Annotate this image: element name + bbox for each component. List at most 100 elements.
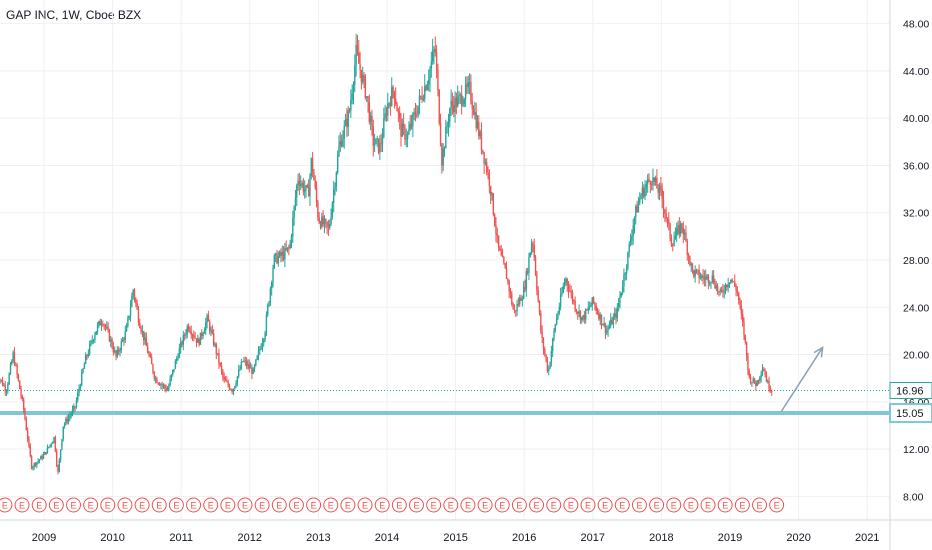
- earnings-e-icon: [237, 497, 253, 513]
- candle-body: [187, 326, 190, 330]
- candle-body: [406, 133, 409, 139]
- candle-body: [36, 462, 38, 466]
- candle-body: [545, 354, 547, 361]
- candle-body: [554, 324, 557, 331]
- candle-body: [206, 315, 208, 323]
- candle-body: [505, 268, 508, 280]
- candle-body: [71, 409, 74, 414]
- candle-body: [740, 305, 743, 315]
- candle-body: [759, 377, 761, 381]
- candle-body: [761, 369, 764, 375]
- candle-body: [340, 141, 343, 147]
- candle-body: [627, 251, 629, 268]
- candle-body: [284, 248, 286, 260]
- earnings-e-icon: [117, 497, 133, 513]
- arrow-up-right-icon[interactable]: [780, 347, 824, 412]
- candle-body: [314, 180, 316, 188]
- candle-body: [133, 289, 136, 299]
- candle-body: [96, 325, 99, 332]
- candle-body: [624, 273, 626, 275]
- candle-body: [493, 214, 496, 226]
- candle-body: [499, 247, 501, 251]
- earnings-e-label: E: [242, 501, 248, 511]
- candle-body: [5, 391, 8, 393]
- candle-body: [646, 179, 649, 185]
- candle-body: [677, 225, 679, 229]
- candle-body: [384, 113, 386, 119]
- candle-body: [517, 304, 520, 305]
- candle-body: [584, 309, 587, 320]
- candle-body: [107, 327, 109, 331]
- candle-body: [492, 193, 495, 215]
- candle-body: [765, 374, 768, 382]
- earnings-e-label: E: [774, 501, 780, 511]
- candle-body: [496, 233, 498, 236]
- candle-body: [526, 271, 529, 274]
- candle-body: [561, 292, 563, 295]
- candle-body: [166, 390, 169, 392]
- candle-body: [478, 121, 480, 137]
- earnings-e-label: E: [191, 501, 197, 511]
- candle-body: [570, 291, 572, 293]
- candle-body: [315, 187, 318, 203]
- earnings-e-icon: [134, 497, 150, 513]
- earnings-e-label: E: [431, 501, 437, 511]
- candle-body: [245, 360, 248, 366]
- candle-body: [558, 306, 560, 313]
- candle-body: [214, 344, 216, 346]
- candle-body: [676, 228, 678, 236]
- candle-body: [362, 74, 364, 83]
- candle-body: [12, 352, 14, 361]
- candle-body: [156, 378, 158, 383]
- candle-body: [574, 300, 576, 310]
- earnings-e-label: E: [756, 501, 762, 511]
- candle-body: [347, 110, 349, 128]
- candle-body: [693, 270, 695, 277]
- candle-body: [689, 256, 691, 265]
- candle-body: [413, 112, 415, 115]
- candle-body: [484, 162, 487, 164]
- price-axis[interactable]: 8.0012.0016.0020.0024.0028.0032.0036.004…: [889, 0, 932, 550]
- candle-body: [67, 417, 70, 422]
- candle-body: [447, 122, 450, 126]
- candle-body: [45, 452, 47, 454]
- candle-body: [21, 396, 24, 400]
- candle-body: [296, 185, 298, 198]
- candle-body: [489, 186, 492, 196]
- support-price-value: 15.05: [896, 408, 924, 420]
- candle-body: [343, 125, 345, 138]
- candle-body: [738, 292, 740, 301]
- candle-body: [641, 187, 644, 196]
- candle-body: [301, 182, 303, 184]
- candle-body: [34, 463, 37, 466]
- candle-body: [687, 254, 690, 257]
- candle-body: [460, 94, 463, 106]
- candle-body: [144, 337, 146, 341]
- time-axis[interactable]: 2009 2010 2011 2012 2013 2014 2015 2016 2017 2018…: [0, 519, 932, 544]
- trend-arrow-annotation[interactable]: [780, 346, 824, 412]
- earnings-e-icon: [443, 497, 459, 513]
- candle-body: [592, 297, 595, 303]
- candle-body: [49, 444, 51, 447]
- earnings-e-icon: [614, 497, 630, 513]
- candle-body: [620, 292, 622, 297]
- candle-body: [475, 112, 477, 129]
- candle-body: [381, 137, 384, 144]
- support-line[interactable]: [0, 389, 890, 416]
- candle-body: [480, 131, 483, 150]
- earnings-e-label: E: [739, 501, 745, 511]
- candle-body: [260, 347, 262, 350]
- candle-body: [88, 344, 91, 354]
- candle-body: [293, 206, 295, 218]
- earnings-e-label: E: [516, 501, 522, 511]
- y-tick-label: 12.00: [903, 444, 929, 456]
- candle-body: [186, 326, 188, 335]
- candle-body: [753, 378, 756, 384]
- candle-body: [743, 321, 745, 335]
- candle-body: [703, 277, 706, 280]
- candle-body: [760, 374, 762, 378]
- candle-body: [346, 118, 348, 128]
- candle-body: [391, 87, 393, 106]
- candle-body: [421, 96, 423, 100]
